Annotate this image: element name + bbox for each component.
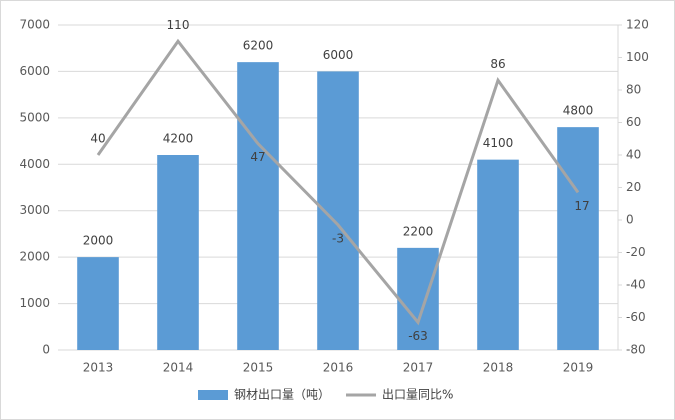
x-tick-label: 2015 [243, 361, 274, 375]
y-tick-label: 1000 [19, 296, 50, 310]
x-tick-label: 2017 [403, 361, 434, 375]
line-value-label: 86 [490, 57, 505, 71]
legend-label: 钢材出口量（吨） [234, 388, 330, 402]
y2-tick-label: 100 [626, 50, 649, 64]
bar [477, 159, 519, 350]
bar-value-label: 4100 [483, 136, 514, 150]
x-tick-label: 2013 [83, 361, 114, 375]
y2-tick-label: 20 [626, 180, 641, 194]
line-value-label: 17 [574, 199, 589, 213]
y2-tick-label: 60 [626, 115, 641, 129]
y-tick-label: 3000 [19, 203, 50, 217]
x-tick-label: 2019 [563, 361, 594, 375]
y-tick-label: 5000 [19, 110, 50, 124]
x-tick-label: 2018 [483, 361, 514, 375]
y2-tick-label: -20 [626, 245, 646, 259]
y2-tick-label: 120 [626, 18, 649, 32]
bar-value-label: 6200 [243, 39, 274, 53]
bar-value-label: 4800 [563, 104, 594, 118]
line-value-label: 47 [250, 150, 265, 164]
y-tick-label: 2000 [19, 250, 50, 264]
y2-tick-label: -60 [626, 310, 646, 324]
y-tick-label: 7000 [19, 18, 50, 32]
y-tick-label: 6000 [19, 64, 50, 78]
y-tick-label: 4000 [19, 157, 50, 171]
x-tick-label: 2014 [163, 361, 194, 375]
bar [557, 127, 599, 351]
legend-swatch [198, 390, 228, 400]
line [96, 38, 580, 326]
y2-tick-label: -80 [626, 343, 646, 357]
bar-value-label: 6000 [323, 48, 354, 62]
y-tick-label: 0 [42, 343, 50, 357]
bar [77, 257, 119, 350]
y2-tick-label: 0 [626, 213, 634, 227]
x-tick-label: 2016 [323, 361, 354, 375]
bar [157, 155, 199, 350]
line-value-label: 110 [167, 18, 190, 32]
y2-tick-label: 80 [626, 83, 641, 97]
line-value-label: -3 [332, 231, 344, 245]
line-value-label: -63 [408, 329, 428, 343]
bar-value-label: 4200 [163, 132, 194, 146]
bar [237, 62, 279, 351]
line-value-label: 40 [90, 132, 105, 146]
y2-tick-label: 40 [626, 148, 641, 162]
bar-value-label: 2200 [403, 224, 434, 238]
bar [397, 247, 439, 350]
y2-tick-label: -40 [626, 278, 646, 292]
legend-label: 出口量同比% [382, 388, 453, 402]
bar-value-label: 2000 [83, 234, 114, 248]
